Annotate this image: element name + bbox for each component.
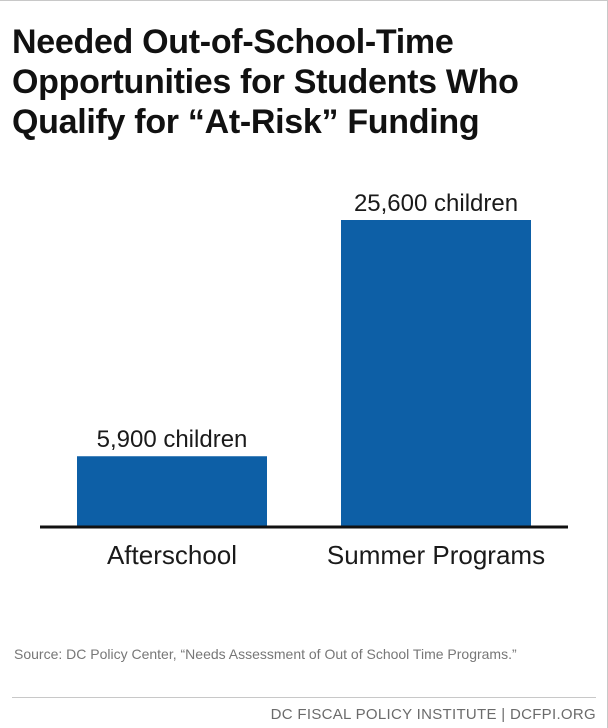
data-label: 25,600 children [354, 190, 518, 217]
chart-title: Needed Out-of-School-Time Opportunities … [12, 23, 519, 141]
data-label: 5,900 children [97, 426, 248, 453]
top-border [0, 0, 607, 1]
category-label: Summer Programs [327, 540, 545, 570]
source-note: Source: DC Policy Center, “Needs Assessm… [14, 646, 517, 662]
bar-chart: 5,900 children Afterschool 25,600 children… [40, 190, 568, 570]
footer-divider [12, 697, 596, 698]
bar-summer-programs [341, 220, 531, 527]
footer-credit: DC FISCAL POLICY INSTITUTE | DCFPI.ORG [270, 706, 596, 723]
bar-afterschool [77, 456, 267, 527]
category-label: Afterschool [107, 540, 237, 570]
